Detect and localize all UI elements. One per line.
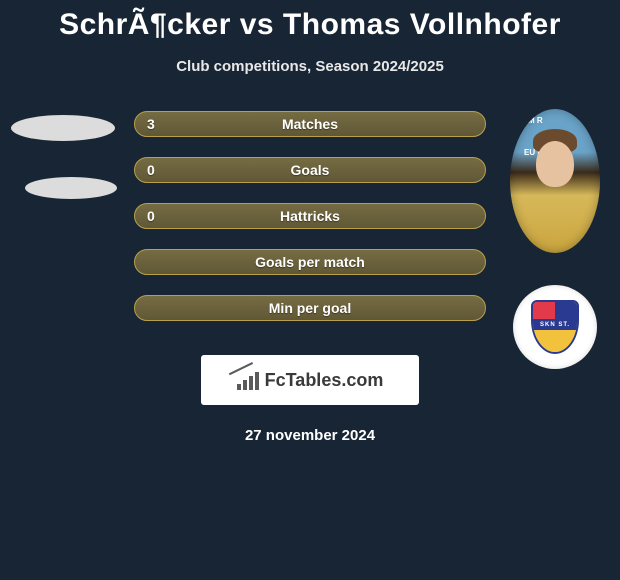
player-head-shape <box>536 141 574 187</box>
bar-chart-icon <box>237 370 259 390</box>
stat-left-value: 0 <box>147 208 155 224</box>
stat-row: 0 Goals <box>134 157 486 183</box>
club-badge: SKN ST. POLTEN <box>513 285 597 369</box>
stat-label: Matches <box>282 116 338 132</box>
content-area: 3 Matches 0 Goals 0 Hattricks Goals per … <box>0 107 620 321</box>
player-left-badge-placeholder <box>25 177 117 199</box>
stat-row: Min per goal <box>134 295 486 321</box>
player-right-photo: M R EU D <box>510 109 600 253</box>
player-left-column <box>8 107 118 199</box>
date-text: 27 november 2024 <box>0 427 620 444</box>
stat-row: Goals per match <box>134 249 486 275</box>
stat-row: 0 Hattricks <box>134 203 486 229</box>
page-subtitle: Club competitions, Season 2024/2025 <box>0 58 620 75</box>
stat-row: 3 Matches <box>134 111 486 137</box>
brand-text: FcTables.com <box>265 370 384 391</box>
stat-label: Goals <box>291 162 330 178</box>
page-title: SchrÃ¶cker vs Thomas Vollnhofer <box>0 0 620 42</box>
stats-list: 3 Matches 0 Goals 0 Hattricks Goals per … <box>134 107 486 321</box>
photo-bg-text: M R <box>528 117 543 125</box>
club-shield-icon: SKN ST. POLTEN <box>531 300 579 354</box>
stat-label: Goals per match <box>255 254 365 270</box>
player-right-column: M R EU D SKN ST. POLTEN <box>500 107 610 369</box>
stat-label: Hattricks <box>280 208 340 224</box>
stat-left-value: 3 <box>147 116 155 132</box>
player-left-photo-placeholder <box>11 115 115 141</box>
brand-box[interactable]: FcTables.com <box>201 355 419 405</box>
stat-label: Min per goal <box>269 300 351 316</box>
stat-left-value: 0 <box>147 162 155 178</box>
